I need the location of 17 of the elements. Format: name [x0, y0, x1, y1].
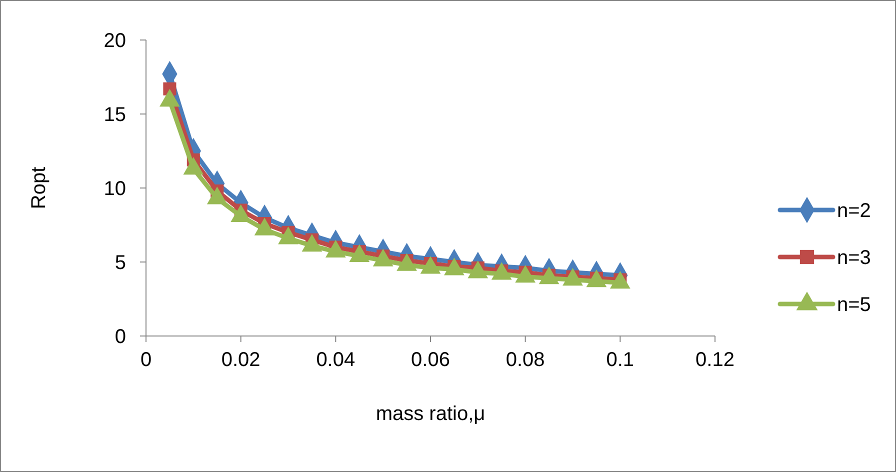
x-tick-label: 0.04	[316, 349, 356, 371]
y-axis-title: Ropt	[28, 166, 50, 210]
x-tick-label: 0.06	[411, 349, 450, 371]
y-tick-label: 5	[114, 252, 126, 274]
y-tick-label: 20	[104, 30, 126, 52]
x-axis-title: mass ratio,μ	[376, 403, 486, 425]
y-tick-label: 10	[104, 178, 126, 200]
x-tick-label: 0.08	[506, 349, 545, 371]
x-tick-label: 0.12	[696, 349, 734, 371]
legend-label: n=2	[837, 200, 871, 222]
y-tick-label: 15	[104, 104, 126, 126]
x-tick-label: 0.1	[606, 349, 634, 371]
x-tick-label: 0.02	[221, 349, 260, 371]
legend-label: n=5	[837, 294, 871, 316]
y-tick-label: 0	[114, 326, 126, 348]
x-tick-label: 0	[140, 349, 152, 371]
legend-label: n=3	[837, 247, 871, 269]
